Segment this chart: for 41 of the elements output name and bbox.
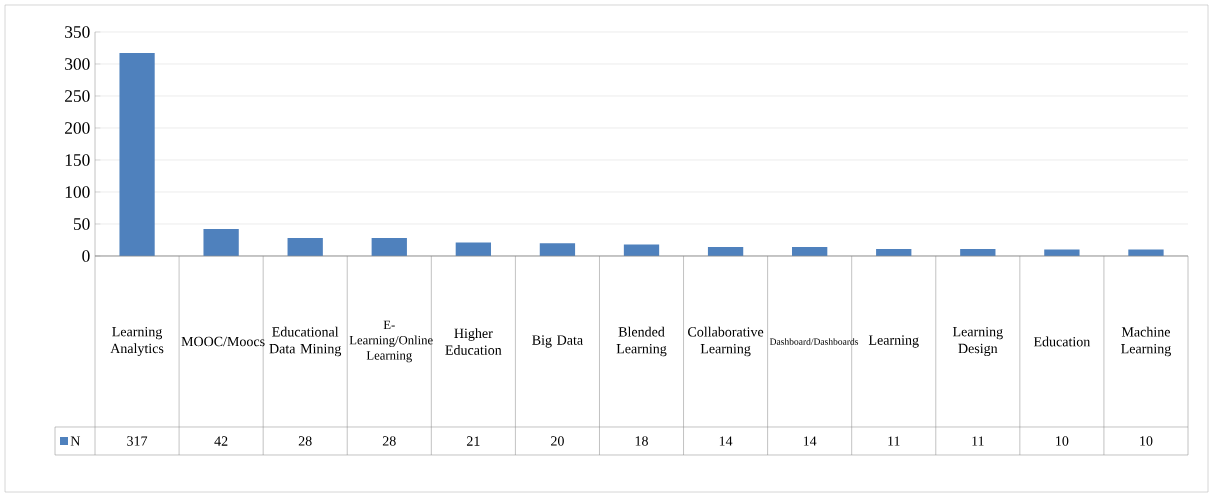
data-label: 14 — [719, 436, 733, 446]
bar — [539, 243, 576, 256]
x-tick-label: Learning Analytics — [110, 326, 164, 357]
data-label: 11 — [888, 436, 900, 446]
x-tick-label: Dashboard/Dashboards — [769, 338, 859, 345]
bar — [203, 229, 239, 256]
data-label: 20 — [551, 436, 564, 446]
legend-label: N — [70, 436, 81, 446]
bar — [623, 244, 660, 256]
x-tick-label: Education — [1033, 336, 1091, 347]
data-label: 10 — [1140, 436, 1153, 446]
data-label: 14 — [803, 436, 817, 446]
data-label: 42 — [214, 436, 228, 446]
y-tick-label: 200 — [65, 122, 90, 134]
data-label: 21 — [466, 436, 480, 446]
x-tick-label: Big Data — [532, 335, 583, 348]
x-tick-label: MOOC/Moocs — [181, 336, 265, 347]
x-tick-label: Blended Learning — [616, 326, 667, 357]
x-tick-label: Learning — [868, 335, 919, 348]
y-tick-label: 50 — [73, 218, 90, 230]
bar — [287, 238, 323, 256]
data-label: 11 — [972, 436, 984, 446]
data-label: 317 — [127, 436, 148, 446]
bar — [371, 238, 407, 256]
data-label: 28 — [298, 436, 312, 446]
x-tick-label: Higher Education — [445, 328, 502, 355]
y-tick-label: 0 — [82, 250, 90, 262]
y-tick-label: 350 — [65, 26, 90, 38]
data-label: 10 — [1056, 436, 1069, 446]
x-tick-label: Machine Learning — [1121, 326, 1171, 357]
data-label: 18 — [635, 436, 648, 446]
bar — [119, 53, 155, 256]
data-label: 28 — [382, 436, 396, 446]
x-tick-label: Educational Data Mining — [269, 326, 342, 357]
x-tick-label: E-Learning/Online Learning — [349, 320, 433, 363]
x-tick-label: Collaborative Learning — [688, 326, 764, 357]
y-tick-label: 150 — [65, 154, 90, 166]
y-tick-label: 300 — [65, 58, 90, 70]
x-tick-label: Learning Design — [952, 326, 1003, 357]
y-tick-label: 100 — [65, 186, 90, 198]
y-tick-label: 250 — [65, 90, 90, 102]
